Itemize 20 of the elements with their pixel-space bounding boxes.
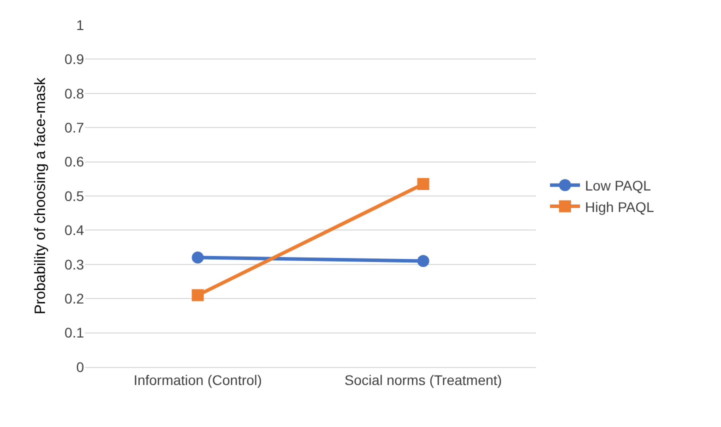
y-tick-label: 0.3 — [64, 256, 84, 272]
y-tick-label: 0.8 — [64, 85, 84, 102]
y-tick-label: 0.2 — [64, 290, 84, 306]
y-tick-label: 0.9 — [64, 51, 84, 68]
legend-label: High PAQL — [585, 198, 654, 215]
y-tick-label: 0.1 — [64, 324, 84, 341]
y-tick-label: 0 — [76, 358, 84, 375]
y-tick-label: 0.7 — [64, 120, 84, 136]
point — [192, 252, 204, 264]
point — [417, 178, 430, 190]
point — [417, 254, 430, 267]
y-tick-label: 0.5 — [64, 188, 84, 204]
y-axis-title: Probability of choosing a face-mask — [32, 77, 49, 314]
legend-label: Low PAQL — [585, 178, 652, 194]
y-tick-label: 0.6 — [64, 154, 84, 170]
y-tick-label: 0.4 — [64, 222, 84, 238]
y-tick-label: 1 — [76, 16, 84, 33]
x-tick-label: Social norms (Treatment) — [344, 372, 502, 388]
x-tick-label: Information (Control) — [134, 372, 262, 388]
point — [192, 289, 204, 302]
